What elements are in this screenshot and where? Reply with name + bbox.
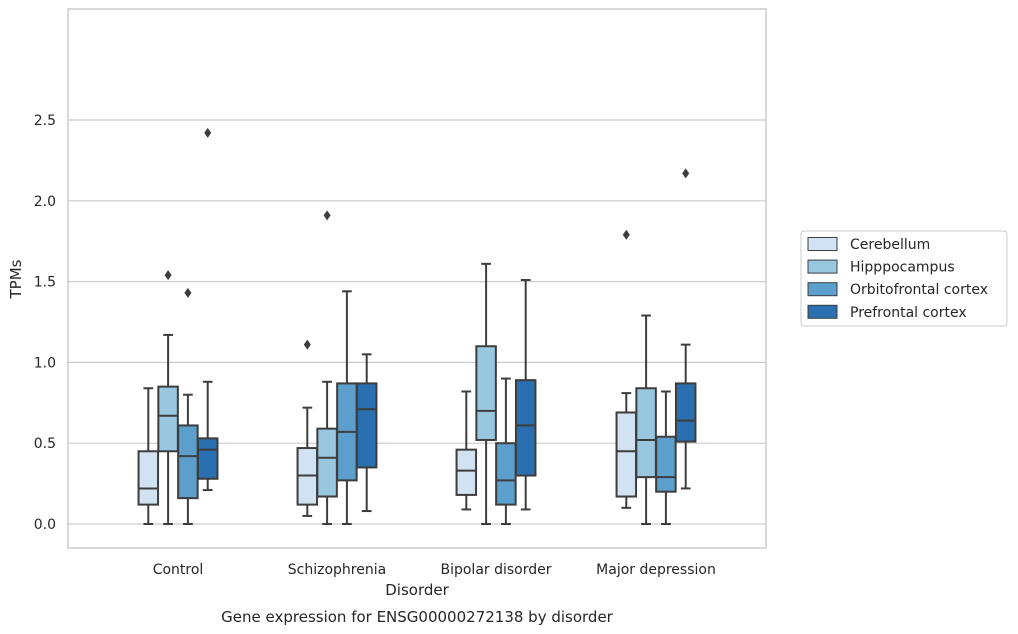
box-iqr (157, 385, 179, 453)
box-iqr (177, 424, 199, 500)
box-orbitofrontal-cortex (177, 287, 199, 525)
box-groups (137, 127, 697, 525)
box-iqr (455, 448, 478, 496)
box-prefrontal-cortex (514, 278, 537, 511)
box-iqr (475, 345, 497, 441)
x-tick-label: Bipolar disorder (440, 562, 551, 578)
legend-frame (800, 230, 1008, 327)
legend-swatch (807, 282, 838, 297)
y-tick-labels: 0.0 0.5 1.0 1.5 2.0 2.5 (34, 113, 56, 533)
box-iqr (316, 427, 338, 498)
box-iqr (674, 382, 697, 443)
box-prefrontal-cortex (674, 168, 697, 490)
y-tick-label: 0.0 (34, 517, 56, 533)
outlier-point (323, 210, 331, 221)
outlier-point (682, 168, 690, 179)
legend-swatch (807, 237, 838, 251)
y-tick-label: 2.5 (34, 113, 56, 129)
x-tick-labels: Control Schizophrenia Bipolar disorder Majo… (153, 562, 716, 578)
box-orbitofrontal-cortex (655, 390, 677, 525)
x-tick-label: Control (153, 562, 204, 578)
box-iqr (615, 411, 638, 498)
box-iqr (137, 450, 160, 506)
box-prefrontal-cortex (355, 353, 378, 513)
legend-swatch (807, 304, 838, 319)
outlier-point (622, 229, 630, 240)
outlier-point (303, 339, 311, 350)
legend-label: Prefrontal cortex (850, 305, 967, 321)
legend-label: Orbitofrontal cortex (850, 282, 988, 298)
box-iqr (514, 379, 537, 477)
box-iqr (655, 435, 677, 493)
box-iqr (635, 387, 657, 479)
outlier-point (164, 270, 172, 281)
box-iqr (196, 437, 219, 480)
box-iqr (355, 382, 378, 469)
legend-label: Hipppocampus (850, 260, 955, 276)
y-tick-label: 0.5 (34, 436, 56, 452)
outlier-point (204, 127, 212, 138)
box-hipppocampus (475, 262, 497, 525)
box-cerebellum (296, 339, 319, 517)
legend-label: Cerebellum (850, 237, 930, 253)
x-axis-label: Disorder (385, 581, 449, 599)
box-cerebellum (615, 229, 638, 509)
outlier-point (184, 287, 192, 298)
box-prefrontal-cortex (196, 127, 219, 492)
y-tick-label: 2.0 (34, 194, 56, 210)
box-hipppocampus (316, 210, 338, 525)
y-axis-label: TPMs (7, 259, 25, 299)
legend-swatch (807, 259, 838, 274)
box-iqr (495, 442, 517, 506)
box-orbitofrontal-cortex (336, 290, 358, 525)
x-tick-label: Schizophrenia (288, 562, 386, 578)
box-hipppocampus (635, 314, 657, 525)
y-tick-label: 1.0 (34, 355, 56, 371)
y-tick-label: 1.5 (34, 275, 56, 291)
legend: Cerebellum Hipppocampus Orbitofrontal cort… (800, 230, 1008, 327)
box-cerebellum (455, 390, 478, 511)
box-orbitofrontal-cortex (495, 377, 517, 525)
plot-frame (67, 8, 767, 549)
box-cerebellum (137, 387, 160, 525)
box-hipppocampus (157, 270, 179, 525)
x-tick-label: Major depression (596, 562, 716, 578)
chart-caption: Gene expression for ENSG00000272138 by d… (221, 608, 614, 626)
